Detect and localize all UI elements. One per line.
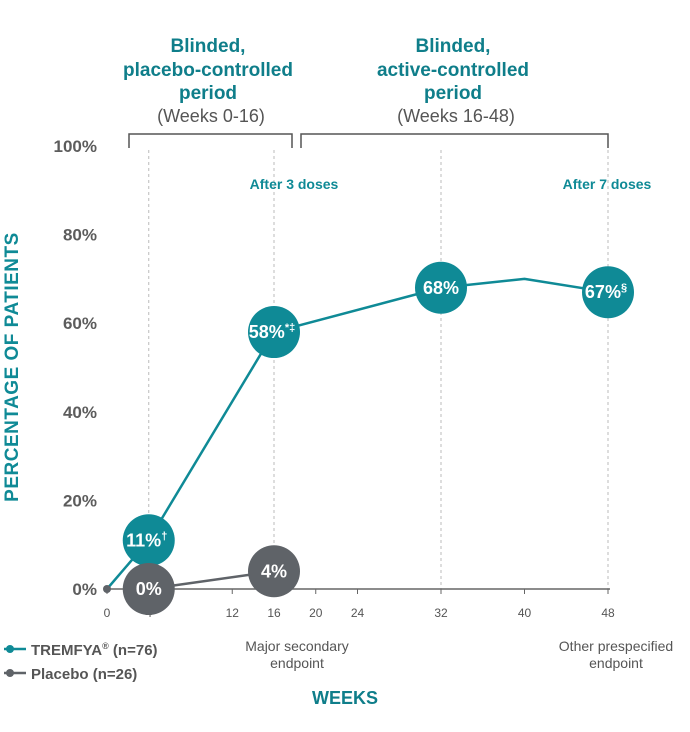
x-tick-0: 0 <box>104 606 111 620</box>
bubble-tremfya-week-4 <box>122 514 175 567</box>
period-2-title-line2: active-controlled <box>377 60 529 81</box>
y-ticks: 0% 20% 40% 60% 80% 100% <box>54 137 97 599</box>
major-endpoint-line2: endpoint <box>270 655 324 671</box>
other-endpoint-line1: Other prespecified <box>559 638 673 654</box>
period-1-title-line1: Blinded, <box>171 36 246 57</box>
y-tick-60: 60% <box>63 314 97 333</box>
x-tick-32: 32 <box>434 606 448 620</box>
bubble-tremfya-week-32 <box>415 261 467 314</box>
legend-marker-tremfya <box>6 645 14 653</box>
data-label-tremfya-week-4: 11%† <box>126 530 167 550</box>
bubble-tremfya-week-48 <box>582 266 634 319</box>
data-label-tremfya-week-48: 67%§ <box>585 282 627 302</box>
x-tick-16: 16 <box>267 606 281 620</box>
x-tick-48: 48 <box>601 606 615 620</box>
legend: TREMFYA® (n=76) Placebo (n=26) <box>4 641 158 683</box>
data-label-tremfya-week-32: 68% <box>423 278 459 298</box>
bubble-tremfya-week-16 <box>248 306 300 359</box>
series-line-tremfya <box>106 277 609 590</box>
origin-point <box>103 585 111 593</box>
x-tick-12: 12 <box>226 606 240 620</box>
period-2-title-line1: Blinded, <box>416 36 491 57</box>
series <box>103 277 609 593</box>
annotation-after-3-doses: After 3 doses <box>250 176 339 192</box>
bubble-placebo-week-4 <box>122 563 175 615</box>
period-2-bracket <box>300 133 609 148</box>
legend-label-tremfya: TREMFYA® (n=76) <box>31 641 158 659</box>
data-label-placebo-week-4: 0% <box>136 579 162 599</box>
x-tick-40: 40 <box>518 606 532 620</box>
period-2-title-line3: period <box>424 83 482 104</box>
data-labels: 11%† 58%*‡ 68% 67%§ 0% 4% <box>122 261 634 615</box>
data-label-placebo-week-16: 4% <box>261 561 287 581</box>
y-tick-100: 100% <box>54 137 97 156</box>
period-1-title-line2: placebo-controlled <box>123 60 293 81</box>
y-axis-title: PERCENTAGE OF PATIENTS <box>2 232 23 502</box>
bubble-placebo-week-16 <box>248 545 300 598</box>
period-1-subtitle: (Weeks 0-16) <box>157 106 265 126</box>
x-axis-title: WEEKS <box>312 688 378 708</box>
period-1-title-line3: period <box>179 83 237 104</box>
period-1-bracket <box>128 133 293 148</box>
period-2-subtitle: (Weeks 16-48) <box>397 106 515 126</box>
y-tick-0: 0% <box>72 580 97 599</box>
y-tick-80: 80% <box>63 226 97 245</box>
annotation-after-7-doses: After 7 doses <box>563 176 652 192</box>
legend-marker-placebo <box>6 669 14 677</box>
y-tick-40: 40% <box>63 403 97 422</box>
major-endpoint-line1: Major secondary <box>245 638 349 654</box>
x-tick-24: 24 <box>351 606 365 620</box>
other-endpoint-line2: endpoint <box>589 655 643 671</box>
gridlines <box>148 150 609 589</box>
x-ticks: 0412162024324048 <box>104 589 615 620</box>
x-tick-20: 20 <box>309 606 323 620</box>
y-tick-20: 20% <box>63 491 97 510</box>
data-label-tremfya-week-16: 58%*‡ <box>249 322 295 342</box>
legend-label-placebo: Placebo (n=26) <box>31 666 137 683</box>
